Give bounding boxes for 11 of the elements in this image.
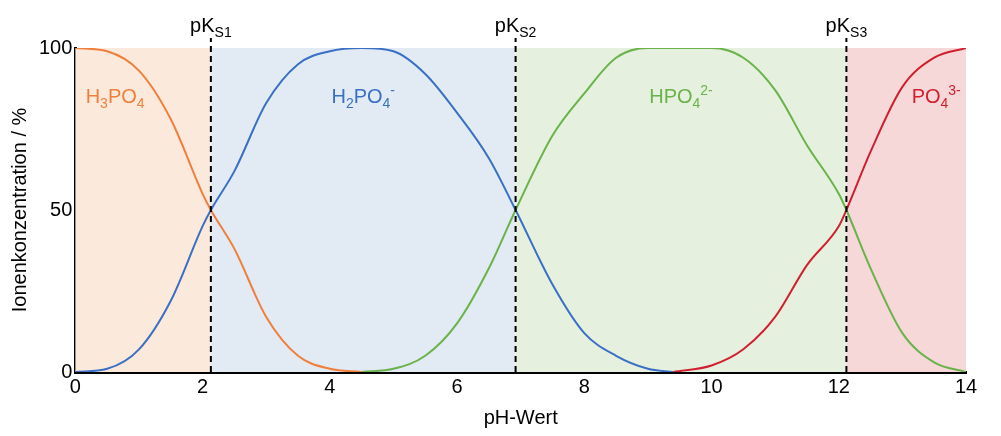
x-tick-label: 8 <box>578 374 590 397</box>
y-axis-title: Ionenkonzentration / % <box>7 107 30 313</box>
x-tick-label: 4 <box>324 374 336 397</box>
x-tick-label: 6 <box>451 374 463 397</box>
x-tick-label: 10 <box>700 374 723 397</box>
x-tick-label: 12 <box>827 374 850 397</box>
x-tick-label: 2 <box>197 374 209 397</box>
x-tick-label: 14 <box>954 374 978 397</box>
y-tick-label: 50 <box>50 197 73 220</box>
x-axis-title: pH-Wert <box>483 405 559 428</box>
y-tick-label: 100 <box>38 35 73 58</box>
